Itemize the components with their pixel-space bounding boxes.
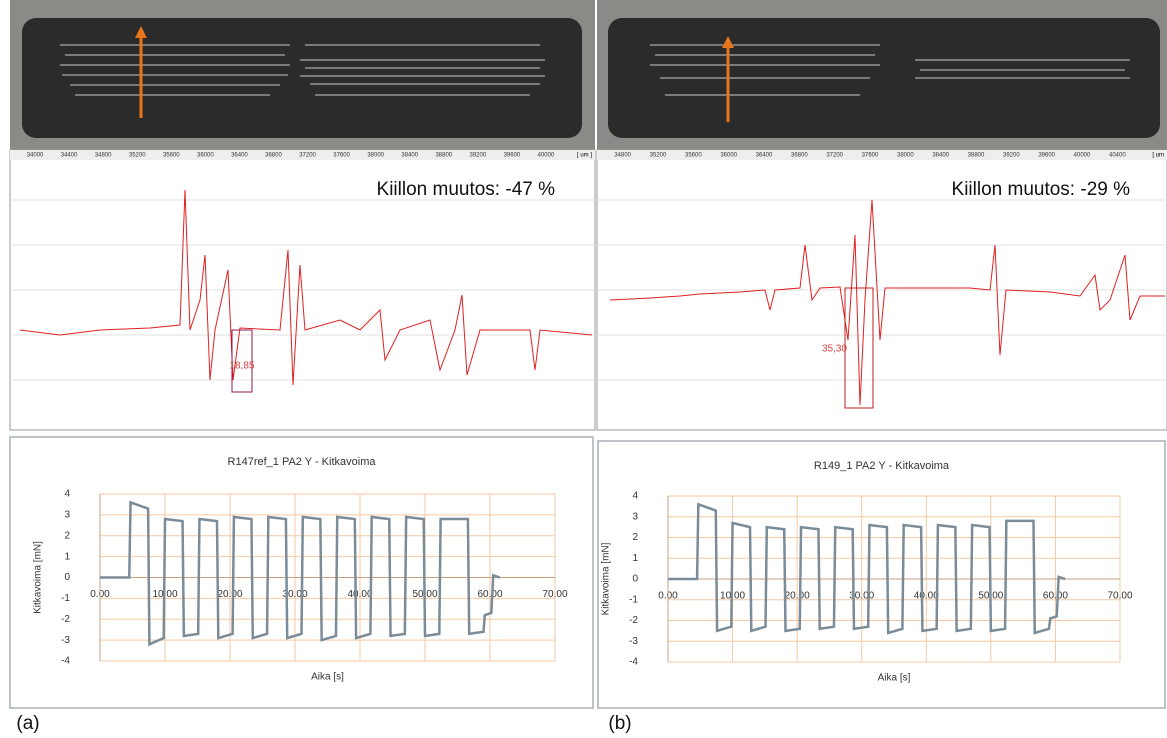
y-tick-label: 1: [64, 551, 70, 562]
sample-image-b: [597, 0, 1167, 150]
y-tick-label: 0: [64, 572, 70, 583]
y-tick-label: -3: [629, 636, 638, 647]
y-tick-label: 1: [632, 553, 638, 564]
y-tick-label: 3: [632, 511, 638, 522]
ruler-label: 36400: [756, 153, 773, 159]
ruler-label: 39600: [504, 153, 521, 159]
ruler-unit: [ um: [1152, 153, 1164, 159]
y-tick-label: -3: [61, 635, 70, 646]
y-axis-label: Kitkavoima [mN]: [33, 541, 44, 614]
ruler-label: 40400: [1109, 153, 1126, 159]
ruler-label: 36800: [265, 153, 282, 159]
ruler-unit: [ um ]: [577, 153, 592, 159]
y-tick-label: 2: [64, 530, 70, 541]
ruler-label: 39200: [1003, 153, 1020, 159]
ruler-label: 40000: [1074, 153, 1091, 159]
gloss-change: Kiillon muutos: -47 %: [377, 179, 556, 200]
x-tick-label: 40.00: [347, 589, 372, 600]
ruler-label: 36000: [720, 153, 737, 159]
x-tick-label: 70.00: [1107, 591, 1132, 602]
ruler-label: 34400: [61, 153, 78, 159]
panel-label: (a): [16, 713, 39, 734]
ruler-label: 36400: [231, 153, 248, 159]
ruler-label: 39600: [1038, 153, 1055, 159]
ruler-label: 34000: [27, 153, 44, 159]
ruler-label: 37200: [826, 153, 843, 159]
ruler-label: 36000: [197, 153, 214, 159]
sample-image-a: [10, 0, 595, 150]
ruler-label: 37200: [299, 153, 316, 159]
y-axis-label: Kitkavoima [mN]: [601, 542, 612, 615]
data-line: [668, 502, 1066, 635]
x-tick-label: 30.00: [282, 589, 307, 600]
x-tick-label: 20.00: [217, 589, 242, 600]
y-tick-label: 4: [64, 489, 70, 500]
x-tick-label: 40.00: [914, 591, 939, 602]
measurement-label: 35,30: [822, 344, 847, 355]
y-tick-label: -1: [629, 594, 638, 605]
y-tick-label: 4: [632, 491, 638, 502]
chart-frame: [597, 440, 1166, 709]
panel-label: (b): [608, 713, 631, 734]
y-tick-label: -2: [629, 615, 638, 626]
profile-plot-a: [9, 149, 596, 431]
ruler-label: 40000: [538, 153, 555, 159]
y-tick-label: 2: [632, 532, 638, 543]
data-line: [100, 500, 501, 647]
y-tick-label: -2: [61, 614, 70, 625]
ruler-label: 35600: [685, 153, 702, 159]
ruler-label: 34800: [95, 153, 112, 159]
ruler-label: 37600: [862, 153, 879, 159]
measurement-label: 18,85: [229, 361, 254, 372]
y-tick-label: -4: [629, 657, 638, 668]
ruler-label: 38000: [367, 153, 384, 159]
chart-title: R149_1 PA2 Y - Kitkavoima: [814, 460, 950, 472]
ruler-label: 35200: [129, 153, 146, 159]
ruler-label: 38800: [968, 153, 985, 159]
ruler-label: 35200: [650, 153, 667, 159]
ruler-label: 35600: [163, 153, 180, 159]
y-tick-label: -1: [61, 593, 70, 604]
ruler-label: 34800: [614, 153, 631, 159]
ruler-label: 38400: [932, 153, 949, 159]
ruler-label: 38000: [897, 153, 914, 159]
x-tick-label: 60.00: [1043, 591, 1068, 602]
ruler-label: 39200: [470, 153, 487, 159]
x-tick-label: 60.00: [477, 589, 502, 600]
gloss-change: Kiillon muutos: -29 %: [952, 179, 1131, 200]
x-axis-label: Aika [s]: [311, 672, 344, 683]
chart-title: R147ref_1 PA2 Y - Kitkavoima: [228, 456, 377, 468]
y-tick-label: 3: [64, 510, 70, 521]
ruler-label: 36800: [791, 153, 808, 159]
x-tick-label: 20.00: [785, 591, 810, 602]
x-tick-label: 70.00: [542, 589, 567, 600]
ruler-label: 37600: [333, 153, 350, 159]
x-axis-label: Aika [s]: [878, 673, 911, 684]
x-tick-label: 30.00: [849, 591, 874, 602]
profile-plot-b: [596, 149, 1167, 431]
ruler-label: 38800: [435, 153, 452, 159]
ruler-label: 38400: [401, 153, 418, 159]
y-tick-label: 0: [632, 574, 638, 585]
y-tick-label: -4: [61, 656, 70, 667]
